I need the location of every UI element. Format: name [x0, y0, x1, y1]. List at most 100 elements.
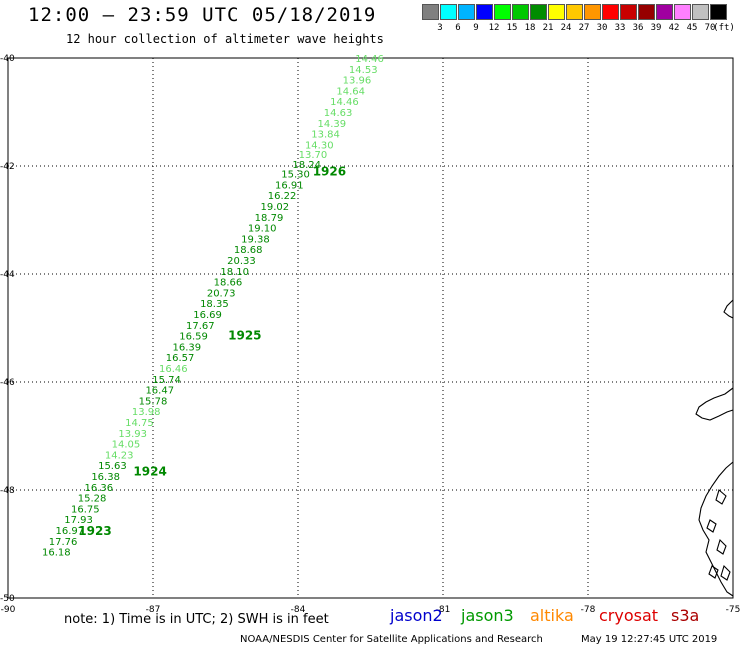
swh-value-label: 14.39	[318, 119, 347, 130]
axis-tick-labels: -90 -87 -84 -81 -78 -75 -40 -42 -44 -46 -48 -50	[0, 54, 740, 615]
swh-value-label: 16.91	[275, 180, 304, 191]
legend-label: 27	[578, 23, 590, 33]
satellite-label-s3a: s3a	[671, 606, 700, 625]
swh-value-label: 14.53	[349, 65, 378, 76]
map-frame	[7, 57, 734, 599]
time-labels: 1926 1925 1924 1923	[78, 164, 346, 538]
legend-swatch	[692, 4, 709, 20]
pass-time-label: 1924	[133, 465, 166, 479]
units-note: note: 1) Time is in UTC; 2) SWH is in fe…	[64, 612, 329, 627]
legend-label: 18	[524, 23, 536, 33]
legend-swatch	[620, 4, 637, 20]
legend-swatch	[476, 4, 493, 20]
swh-value-label: 14.46	[330, 97, 359, 108]
lat-tick-label: -46	[0, 378, 15, 388]
swh-value-label: 16.39	[173, 342, 202, 353]
legend-label: 39	[650, 23, 662, 33]
legend-label: 3	[437, 23, 443, 33]
lat-tick-label: -40	[0, 54, 15, 64]
swh-value-label: 20.73	[207, 288, 236, 299]
graticule-grid	[7, 57, 734, 599]
legend-swatch	[548, 4, 565, 20]
legend-label: 30	[596, 23, 608, 33]
legend-label: 9	[473, 23, 479, 33]
swh-value-label: 16.97	[56, 526, 85, 537]
legend-swatch	[512, 4, 529, 20]
swh-value-label: 15.74	[152, 375, 181, 386]
legend-swatch	[674, 4, 691, 20]
pass-time-label: 1925	[228, 328, 261, 342]
satellite-label-jason2: jason2	[390, 606, 443, 625]
swh-value-label: 13.93	[118, 429, 147, 440]
coastline	[695, 299, 734, 597]
satellite-label-altika: altika	[530, 606, 574, 625]
swh-value-label: 18.24	[292, 160, 321, 171]
lon-tick-label: -75	[726, 605, 740, 615]
swh-value-label: 14.46	[355, 54, 384, 65]
swh-value-label: 14.75	[125, 418, 154, 429]
coastline-segment	[695, 387, 734, 421]
coastline-segment	[706, 519, 717, 533]
swh-value-label: 17.76	[49, 537, 78, 548]
credit-line: NOAA/NESDIS Center for Satellite Applica…	[240, 634, 543, 645]
swh-value-label: 17.93	[64, 515, 93, 526]
legend-label: 70	[704, 23, 716, 33]
legend-label: 15	[506, 23, 518, 33]
swh-value-label: 16.46	[159, 364, 188, 375]
swh-value-label: 18.35	[200, 299, 229, 310]
legend-label: 12	[488, 23, 500, 33]
swh-value-label: 13.70	[299, 150, 328, 161]
coastline-segment	[708, 565, 719, 579]
swh-value-label: 15.78	[139, 396, 168, 407]
coastline-segment	[698, 461, 734, 597]
pass-time-label: 1923	[78, 524, 111, 538]
legend-swatch	[530, 4, 547, 20]
swh-value-label: 14.63	[324, 108, 353, 119]
coastline-segment	[723, 299, 734, 319]
legend-label: 6	[455, 23, 461, 33]
swh-value-label: 13.96	[343, 76, 372, 87]
swh-value-label: 16.47	[145, 386, 174, 397]
swh-value-label: 16.22	[268, 191, 297, 202]
legend-label: 42	[668, 23, 680, 33]
swh-value-label: 18.10	[220, 267, 249, 278]
legend-swatch	[494, 4, 511, 20]
swh-value-label: 19.02	[260, 202, 289, 213]
swh-value-label: 14.30	[305, 140, 334, 151]
lon-tick-label: -87	[146, 605, 161, 615]
lon-tick-label: -78	[581, 605, 596, 615]
coastline-segment	[715, 489, 727, 505]
swh-value-label: 15.28	[78, 494, 107, 505]
lat-tick-label: -48	[0, 486, 15, 496]
swh-value-label: 16.36	[85, 483, 114, 494]
legend-swatch	[422, 4, 439, 20]
lat-tick-label: -42	[0, 162, 15, 172]
swh-value-label: 19.10	[248, 224, 277, 235]
legend-label: 24	[560, 23, 572, 33]
legend-swatch	[566, 4, 583, 20]
legend-swatch	[710, 4, 727, 20]
lon-tick-label: -81	[436, 605, 451, 615]
swh-value-label: 16.69	[193, 310, 222, 321]
legend-label: 33	[614, 23, 626, 33]
legend-label: 21	[542, 23, 554, 33]
swh-value-label: 17.67	[186, 321, 215, 332]
swh-value-label: 18.68	[234, 245, 263, 256]
lat-tick-label: -44	[0, 270, 15, 280]
legend-unit: (ft)	[713, 23, 735, 33]
swh-value-label: 16.59	[179, 332, 208, 343]
pass-time-label: 1926	[313, 164, 346, 178]
coastline-segment	[720, 564, 731, 581]
lon-tick-label: -90	[1, 605, 16, 615]
swh-value-label: 16.18	[42, 548, 71, 559]
swh-value-label: 14.23	[105, 450, 134, 461]
legend-swatch	[584, 4, 601, 20]
map-title: 12:00 – 23:59 UTC 05/18/2019	[28, 4, 377, 26]
observation-labels: 14.4614.5313.9614.6414.4614.6314.3913.84…	[42, 54, 384, 559]
legend-label: 45	[686, 23, 698, 33]
swh-value-label: 13.98	[132, 407, 161, 418]
swh-value-label: 14.05	[112, 440, 141, 451]
swh-value-label: 13.84	[311, 130, 340, 141]
legend-swatch	[440, 4, 457, 20]
